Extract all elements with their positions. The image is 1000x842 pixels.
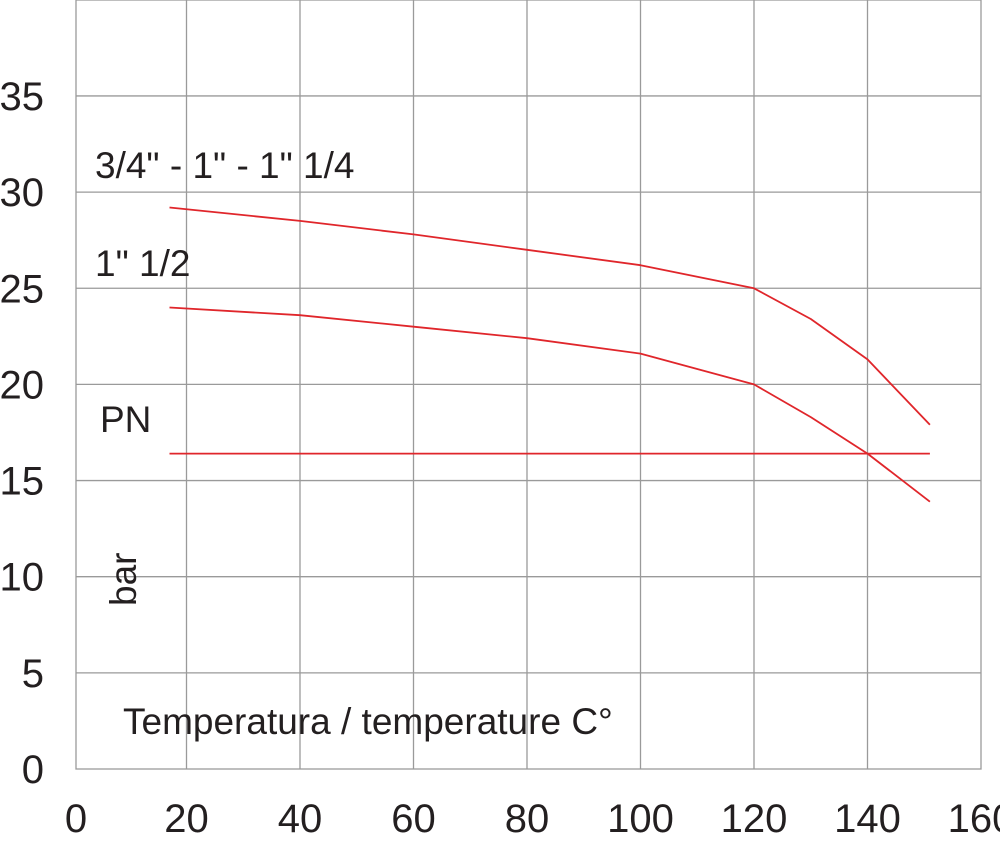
x-axis-label: Temperatura / temperature C° [123,701,613,742]
y-tick-label: 35 [0,75,44,119]
series-label-small-sizes: 3/4" - 1" - 1" 1/4 [95,145,354,186]
x-tick-label: 20 [164,797,209,841]
series-line-1 [169,306,931,503]
y-tick-label: 10 [0,556,44,600]
tick-labels: 0 20 40 60 80 100 120 140 160 0 5 10 15 20 25 30 35 [0,75,1000,841]
series-label-pn: PN [100,399,151,440]
y-tick-label: 25 [0,267,44,311]
y-tick-label: 20 [0,363,44,407]
x-tick-label: 100 [607,797,674,841]
series-label-1-1-2: 1" 1/2 [95,243,190,284]
x-tick-label: 60 [391,797,436,841]
grid [75,0,982,770]
x-tick-label: 140 [834,797,901,841]
y-tick-label: 0 [22,748,44,792]
x-tick-label: 80 [505,797,550,841]
x-tick-label: 120 [721,797,788,841]
y-tick-label: 5 [22,652,44,696]
x-tick-label: 0 [65,797,87,841]
y-tick-label: 30 [0,171,44,215]
y-axis-label: bar [103,553,144,606]
series-line-0 [169,206,931,426]
series-lines [169,206,931,503]
x-tick-label: 40 [278,797,323,841]
y-tick-label: 15 [0,460,44,504]
x-tick-label: 160 [948,797,1000,841]
